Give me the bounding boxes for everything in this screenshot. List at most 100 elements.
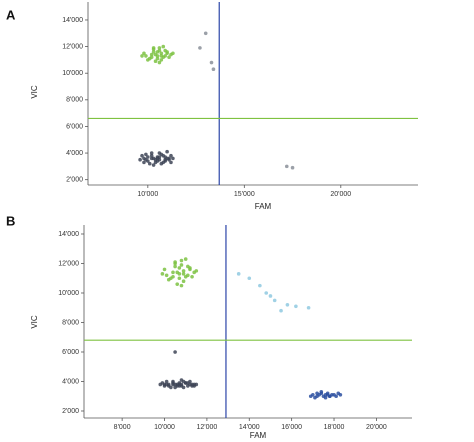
point: [140, 153, 144, 158]
y-tick-label: 8'000: [66, 97, 83, 104]
point: [155, 56, 160, 61]
point: [183, 257, 188, 261]
point: [149, 55, 154, 60]
point: [169, 385, 173, 390]
point: [190, 274, 194, 279]
y-axis-label: VIC: [30, 315, 39, 329]
y-tick-label: 2'000: [62, 408, 79, 415]
point: [149, 52, 154, 57]
y-tick-label: 2'000: [66, 177, 83, 184]
point: [173, 264, 177, 269]
y-tick-label: 6'000: [62, 349, 79, 356]
point: [177, 266, 182, 270]
point: [169, 160, 173, 165]
point: [319, 390, 324, 394]
point: [159, 161, 164, 166]
point: [159, 51, 164, 56]
y-tick-label: 10'000: [58, 290, 79, 297]
point: [163, 54, 167, 58]
point: [211, 67, 216, 72]
x-axis-label: FAM: [250, 431, 267, 440]
point: [272, 298, 277, 303]
x-tick-label: 16'000: [281, 424, 302, 431]
point: [157, 48, 162, 53]
point: [171, 156, 175, 161]
x-tick-label: 20'000: [330, 191, 351, 198]
point: [146, 58, 150, 62]
point: [290, 165, 295, 170]
point: [147, 161, 152, 166]
panel-label: A: [6, 7, 16, 22]
point: [308, 394, 313, 399]
point: [236, 272, 241, 276]
point: [264, 291, 269, 295]
point: [144, 157, 148, 162]
x-tick-label: 14'000: [239, 424, 260, 431]
point: [157, 60, 162, 65]
point: [149, 153, 154, 158]
point: [169, 153, 173, 158]
point: [181, 279, 186, 283]
point: [167, 55, 171, 60]
point: [165, 149, 169, 154]
point: [158, 382, 163, 387]
point: [159, 54, 164, 58]
point: [138, 157, 142, 162]
point: [209, 60, 214, 65]
y-tick-label: 14'000: [58, 231, 79, 238]
point: [149, 151, 154, 155]
x-tick-label: 10'000: [154, 424, 175, 431]
x-tick-label: 15'000: [234, 191, 255, 198]
point: [186, 273, 190, 278]
point: [151, 50, 156, 54]
point: [164, 273, 169, 278]
point: [157, 46, 162, 50]
point: [177, 381, 182, 385]
point: [183, 381, 188, 385]
y-tick-label: 14'000: [62, 17, 83, 24]
point: [161, 153, 166, 158]
point: [175, 270, 180, 275]
point: [166, 277, 171, 282]
point: [188, 266, 192, 270]
point: [186, 384, 190, 388]
point: [162, 267, 167, 272]
x-tick-label: 12'000: [196, 424, 217, 431]
point: [146, 155, 150, 159]
point: [194, 382, 199, 387]
point: [164, 382, 169, 387]
point: [194, 269, 199, 273]
point: [171, 379, 175, 384]
point: [190, 384, 194, 388]
y-tick-label: 4'000: [62, 378, 79, 385]
point: [181, 385, 186, 390]
point: [164, 379, 169, 384]
point: [338, 392, 343, 397]
y-tick-label: 8'000: [62, 319, 79, 326]
point: [198, 46, 202, 50]
point: [285, 302, 290, 307]
panel-label: B: [6, 213, 15, 228]
point: [179, 378, 184, 382]
point: [171, 382, 175, 387]
point: [144, 54, 148, 58]
point: [160, 272, 165, 276]
point: [171, 270, 175, 275]
point: [179, 283, 184, 288]
point: [142, 160, 146, 165]
y-axis-label: VIC: [30, 85, 39, 99]
x-tick-label: 18'000: [324, 424, 345, 431]
point: [161, 44, 166, 49]
point: [181, 269, 186, 273]
point: [171, 51, 175, 56]
point: [334, 394, 338, 399]
point: [284, 164, 289, 169]
point: [175, 282, 180, 286]
y-tick-label: 10'000: [62, 70, 83, 77]
point: [163, 157, 167, 162]
point: [149, 156, 154, 161]
point: [325, 392, 330, 397]
point: [306, 305, 311, 310]
point: [165, 50, 169, 54]
